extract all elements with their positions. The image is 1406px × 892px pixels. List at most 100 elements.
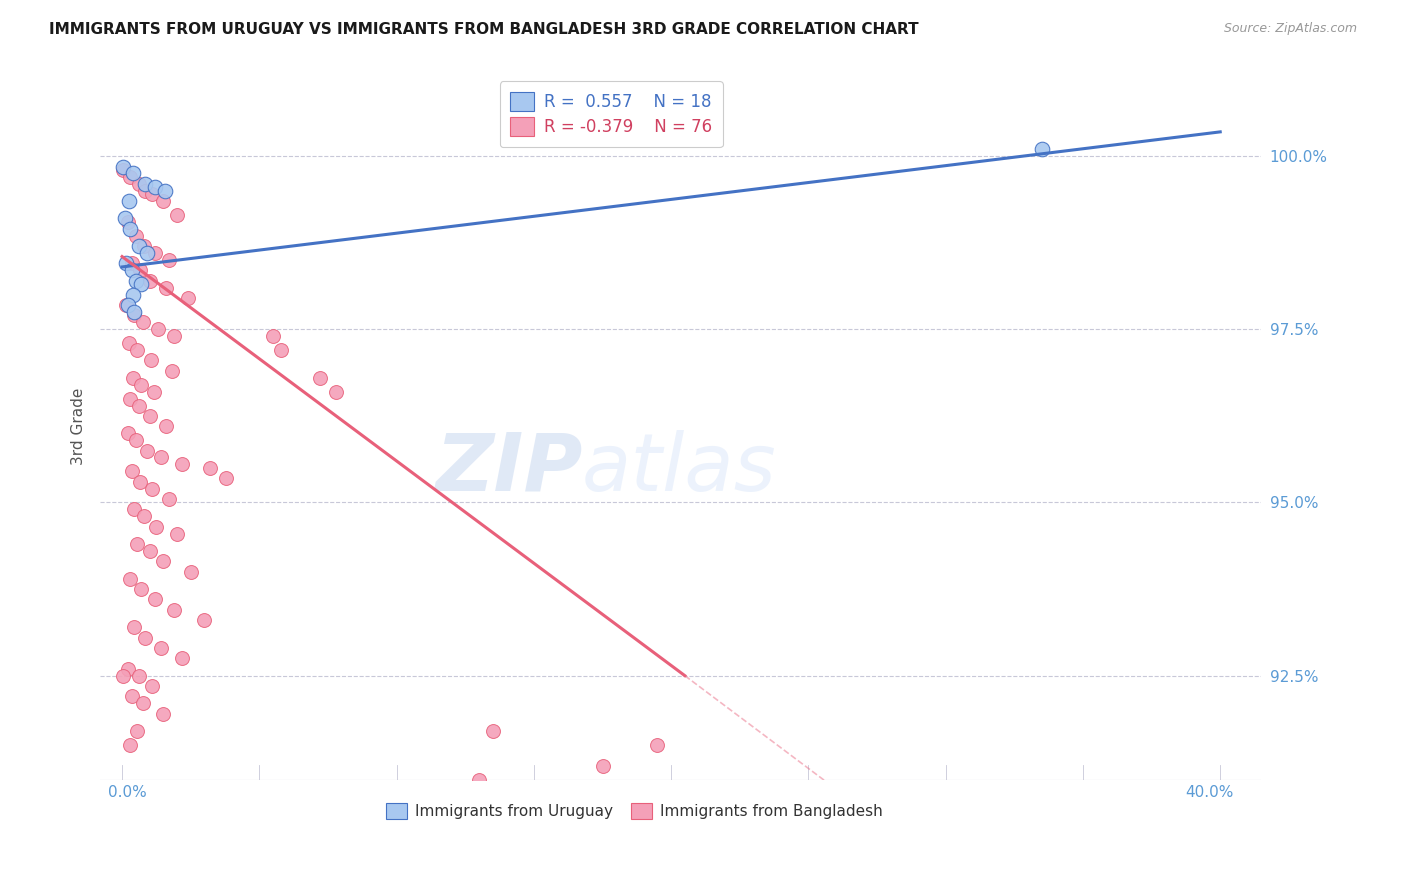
Point	[149, 640, 172, 655]
Point	[155, 281, 177, 295]
Point	[157, 491, 180, 506]
Point	[122, 166, 145, 180]
Point	[141, 679, 163, 693]
Point	[163, 329, 186, 343]
Point	[481, 724, 503, 739]
Point	[118, 336, 141, 351]
Point	[138, 274, 160, 288]
Point	[120, 392, 142, 406]
Point	[134, 184, 156, 198]
Point	[157, 253, 180, 268]
Text: 0.0%: 0.0%	[108, 785, 148, 800]
Point	[125, 433, 148, 447]
Point	[135, 443, 157, 458]
Point	[166, 208, 188, 222]
Point	[115, 256, 138, 270]
Point	[141, 482, 163, 496]
Point	[152, 554, 174, 568]
Point	[262, 329, 284, 343]
Point	[143, 180, 166, 194]
Text: ZIP: ZIP	[434, 430, 582, 508]
Point	[117, 298, 139, 312]
Point	[142, 384, 165, 399]
Point	[115, 298, 138, 312]
Point	[128, 399, 150, 413]
Point	[112, 160, 135, 174]
Text: IMMIGRANTS FROM URUGUAY VS IMMIGRANTS FROM BANGLADESH 3RD GRADE CORRELATION CHAR: IMMIGRANTS FROM URUGUAY VS IMMIGRANTS FR…	[49, 22, 920, 37]
Point	[118, 194, 141, 208]
Point	[112, 163, 135, 178]
Point	[128, 177, 150, 191]
Text: atlas: atlas	[582, 430, 776, 508]
Point	[122, 371, 145, 385]
Point	[152, 706, 174, 721]
Point	[146, 322, 169, 336]
Point	[131, 315, 153, 329]
Point	[127, 343, 149, 357]
Point	[121, 256, 143, 270]
Point	[166, 526, 188, 541]
Point	[120, 572, 142, 586]
Point	[124, 620, 146, 634]
Point	[122, 287, 145, 301]
Point	[145, 520, 167, 534]
Point	[132, 239, 155, 253]
Point	[160, 364, 183, 378]
Point	[592, 758, 614, 772]
Point	[215, 471, 238, 485]
Point	[1031, 142, 1053, 156]
Point	[152, 194, 174, 208]
Point	[149, 450, 172, 465]
Point	[117, 662, 139, 676]
Point	[129, 263, 152, 277]
Point	[131, 377, 153, 392]
Point	[127, 724, 149, 739]
Point	[325, 384, 347, 399]
Point	[125, 274, 148, 288]
Point	[134, 177, 156, 191]
Point	[124, 502, 146, 516]
Point	[163, 603, 186, 617]
Point	[270, 343, 292, 357]
Point	[112, 669, 135, 683]
Text: 40.0%: 40.0%	[1185, 785, 1234, 800]
Point	[117, 215, 139, 229]
Y-axis label: 3rd Grade: 3rd Grade	[72, 388, 86, 465]
Point	[127, 537, 149, 551]
Point	[647, 738, 669, 752]
Point	[129, 475, 152, 489]
Point	[120, 222, 142, 236]
Point	[180, 565, 202, 579]
Legend: Immigrants from Uruguay, Immigrants from Bangladesh: Immigrants from Uruguay, Immigrants from…	[380, 797, 889, 825]
Point	[114, 211, 136, 226]
Point	[468, 772, 491, 787]
Point	[135, 246, 157, 260]
Point	[121, 464, 143, 478]
Point	[177, 291, 200, 305]
Point	[131, 277, 153, 292]
Point	[138, 409, 160, 423]
Point	[131, 582, 153, 596]
Point	[125, 228, 148, 243]
Point	[121, 690, 143, 704]
Point	[124, 305, 146, 319]
Point	[124, 309, 146, 323]
Point	[155, 419, 177, 434]
Point	[308, 371, 330, 385]
Point	[193, 613, 215, 627]
Point	[132, 509, 155, 524]
Point	[172, 458, 194, 472]
Point	[141, 187, 163, 202]
Point	[138, 544, 160, 558]
Point	[172, 651, 194, 665]
Point	[121, 263, 143, 277]
Point	[198, 461, 221, 475]
Point	[120, 169, 142, 184]
Point	[139, 353, 162, 368]
Point	[134, 631, 156, 645]
Point	[143, 592, 166, 607]
Point	[128, 239, 150, 253]
Point	[128, 669, 150, 683]
Point	[153, 184, 176, 198]
Text: Source: ZipAtlas.com: Source: ZipAtlas.com	[1223, 22, 1357, 36]
